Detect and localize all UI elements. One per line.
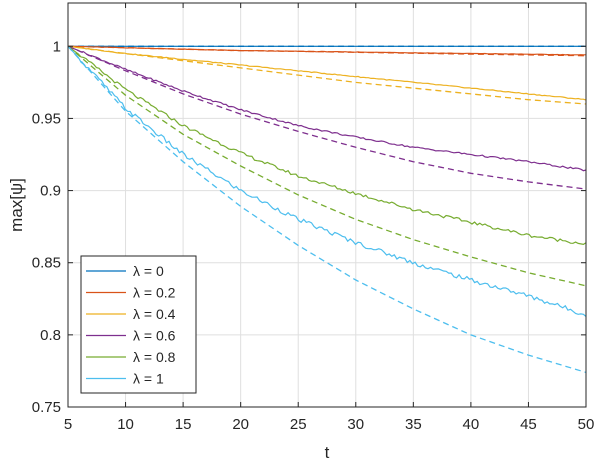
series-solid-line <box>67 45 586 56</box>
series-dashed-line <box>67 45 587 374</box>
legend-label: λ = 0 <box>133 263 164 279</box>
y-tick-label: 0.9 <box>40 183 61 200</box>
series-dashed-line <box>67 45 587 287</box>
ticks <box>67 3 587 408</box>
x-tick-label: 45 <box>520 416 537 433</box>
y-tick-label: 0.75 <box>32 399 61 416</box>
legend-label: λ = 0.8 <box>133 349 176 365</box>
x-tick-label: 15 <box>175 416 192 433</box>
series-dashed-line <box>67 45 587 190</box>
legend-box <box>80 255 197 394</box>
series-solid-line <box>67 45 587 317</box>
y-tick-label: 1 <box>53 38 61 55</box>
series-solid-line <box>67 45 587 246</box>
legend-label: λ = 0.6 <box>133 328 176 344</box>
series-layer <box>67 45 587 374</box>
series-solid-line <box>67 45 587 172</box>
x-tick-label: 30 <box>347 416 364 433</box>
x-tick-label: 20 <box>232 416 249 433</box>
x-tick-label: 10 <box>117 416 134 433</box>
y-tick-label: 0.8 <box>40 327 61 344</box>
x-tick-label: 40 <box>463 416 480 433</box>
tick-labels: 5 10 15 20 25 30 35 40 45 50 0.75 0.8 0.85 0.9 0.95 1 <box>32 38 595 433</box>
x-tick-label: 25 <box>290 416 307 433</box>
legend-label: λ = 1 <box>133 371 164 387</box>
legend: λ = 0 λ = 0.2 λ = 0.4 λ = 0.6 λ = 0.8 λ = 1 <box>80 255 197 394</box>
x-tick-label: 50 <box>578 416 595 433</box>
axes-box <box>67 2 587 408</box>
legend-label: λ = 0.4 <box>133 306 176 322</box>
x-tick-label: 5 <box>64 416 72 433</box>
x-axis-label: t <box>325 443 330 462</box>
y-tick-label: 0.85 <box>32 255 61 272</box>
x-tick-label: 35 <box>405 416 422 433</box>
legend-label: λ = 0.2 <box>133 285 176 301</box>
series-dashed-line <box>67 45 587 105</box>
y-axis-label: max[ψ] <box>7 178 26 232</box>
y-tick-label: 0.95 <box>32 110 61 127</box>
series-solid-line <box>67 45 587 101</box>
